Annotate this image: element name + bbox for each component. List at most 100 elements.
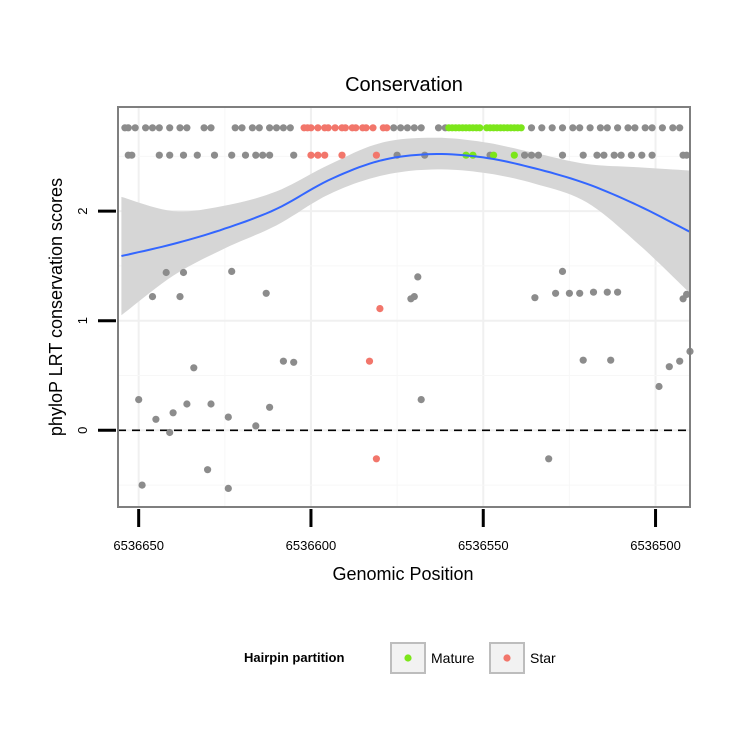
data-point-other: [228, 151, 236, 159]
data-point-other: [648, 151, 656, 159]
x-tick-label: 6536600: [286, 538, 337, 553]
data-point-other: [407, 295, 415, 303]
data-point-other: [169, 409, 177, 417]
data-point-other: [200, 124, 208, 132]
data-point-other: [290, 358, 298, 366]
data-point-other: [548, 124, 556, 132]
data-point-other: [238, 124, 246, 132]
series-other: [121, 124, 694, 492]
data-point-other: [290, 151, 298, 159]
data-point-star: [362, 124, 370, 132]
data-point-other: [262, 289, 270, 297]
x-axis-title: Genomic Position: [332, 564, 473, 584]
data-point-star: [338, 151, 346, 159]
data-point-other: [638, 151, 646, 159]
data-point-other: [128, 151, 136, 159]
panel-border: [117, 106, 691, 508]
data-point-other: [527, 124, 536, 132]
data-point-other: [266, 124, 274, 132]
data-point-other: [576, 124, 584, 132]
data-point-other: [148, 293, 157, 301]
series-star: [300, 124, 391, 463]
y-tick-label: 1: [75, 317, 90, 324]
data-point-other: [414, 273, 422, 281]
data-point-other: [228, 267, 236, 275]
legend-swatch-mature: [404, 654, 412, 662]
data-point-other: [231, 124, 239, 132]
data-point-other: [676, 357, 684, 365]
data-point-other: [183, 124, 191, 132]
data-point-other: [527, 151, 536, 159]
data-point-other: [166, 124, 174, 132]
data-point-other: [155, 124, 163, 132]
data-point-other: [162, 268, 170, 277]
data-point-other: [521, 151, 529, 159]
data-point-other: [204, 466, 212, 474]
data-point-other: [259, 151, 267, 159]
data-point-other: [631, 124, 639, 132]
legend-title: Hairpin partition: [244, 650, 344, 665]
data-point-other: [610, 151, 618, 159]
data-point-other: [534, 151, 543, 159]
data-point-other: [658, 124, 667, 132]
x-axis: 6536650 6536600 6536550 6536500: [113, 509, 681, 553]
data-point-other: [552, 289, 560, 297]
data-point-star: [372, 151, 380, 159]
data-point-star: [307, 151, 315, 159]
x-tick-label: 6536550: [458, 538, 509, 553]
data-point-other: [176, 293, 184, 301]
data-point-other: [600, 151, 608, 159]
chart-title: Conservation: [345, 74, 463, 96]
data-point-star: [341, 124, 349, 132]
data-point-other: [224, 413, 232, 421]
data-point-star: [376, 305, 384, 313]
data-point-other: [255, 124, 263, 132]
data-point-star: [331, 124, 339, 132]
data-point-other: [679, 295, 687, 303]
data-point-other: [266, 403, 274, 411]
data-point-other: [417, 396, 425, 404]
data-point-other: [434, 124, 443, 132]
data-point-other: [248, 124, 256, 132]
data-point-other: [179, 268, 188, 277]
data-point-star: [324, 124, 332, 132]
data-point-other: [576, 289, 584, 297]
data-point-other: [683, 151, 691, 159]
confidence-band: [121, 137, 690, 316]
data-point-other: [676, 124, 684, 132]
legend-label-star: Star: [530, 650, 556, 666]
data-point-star: [314, 151, 322, 159]
data-point-mature: [510, 151, 518, 159]
data-point-other: [190, 364, 198, 372]
data-point-other: [627, 151, 636, 159]
data-point-other: [207, 124, 215, 132]
data-point-other: [410, 124, 418, 132]
data-point-other: [166, 428, 174, 437]
data-point-other: [593, 151, 601, 159]
data-point-other: [648, 124, 656, 132]
data-point-other: [390, 124, 398, 132]
data-point-other: [155, 151, 163, 159]
data-point-other: [224, 484, 232, 492]
data-point-other: [669, 124, 677, 132]
data-point-mature: [490, 151, 498, 159]
x-tick-label: 6536500: [630, 538, 681, 553]
data-point-star: [365, 357, 374, 365]
data-point-other: [417, 124, 425, 132]
data-point-other: [545, 455, 553, 463]
smooth-confidence-band: [121, 137, 690, 316]
data-point-star: [321, 151, 329, 159]
data-point-other: [603, 288, 611, 296]
data-point-other: [152, 415, 160, 423]
data-point-other: [148, 124, 157, 132]
data-point-other: [531, 294, 539, 302]
data-point-other: [586, 124, 594, 132]
data-point-other: [138, 481, 146, 489]
smooth-line: [121, 153, 691, 257]
data-point-other: [286, 124, 294, 132]
legend: Hairpin partition Mature Star: [244, 642, 556, 674]
data-point-other: [179, 151, 188, 159]
data-point-other: [266, 151, 274, 159]
x-tick-label: 6536650: [113, 538, 164, 553]
